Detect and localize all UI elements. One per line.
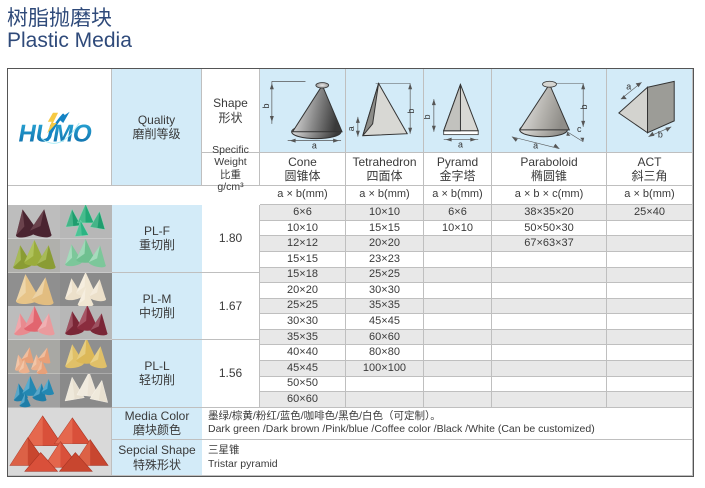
svg-text:b: b <box>406 108 416 113</box>
svg-text:a: a <box>626 81 631 91</box>
svg-text:c: c <box>577 123 582 133</box>
svg-text:a: a <box>312 140 317 150</box>
svg-text:a: a <box>458 139 463 149</box>
svg-text:a: a <box>533 140 538 150</box>
svg-text:b: b <box>261 103 271 108</box>
svg-text:b: b <box>579 104 589 109</box>
svg-text:b: b <box>424 114 432 119</box>
svg-text:a: a <box>346 126 356 131</box>
svg-text:b: b <box>658 129 663 139</box>
